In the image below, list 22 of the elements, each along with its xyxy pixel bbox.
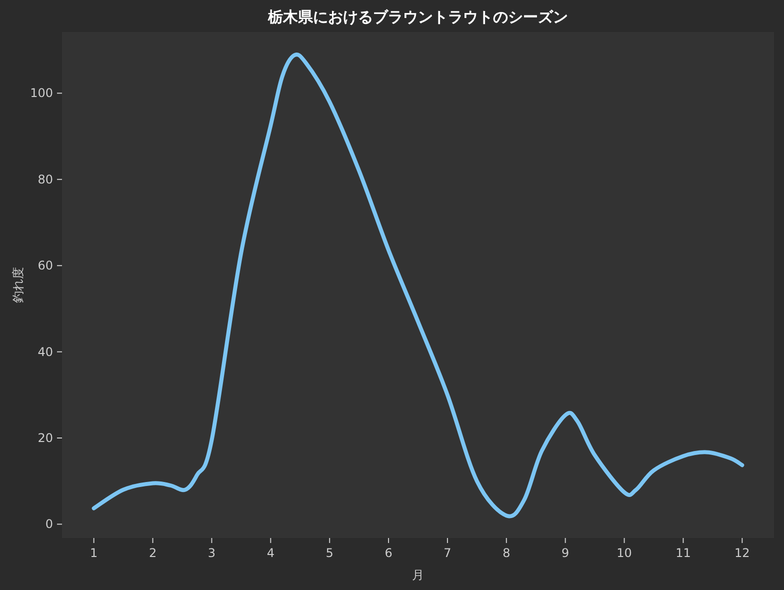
x-tick-label: 1 <box>90 546 98 560</box>
y-tick-label: 100 <box>30 86 53 100</box>
x-tick-label: 10 <box>616 546 632 560</box>
x-tick-label: 9 <box>562 546 570 560</box>
x-tick-label: 8 <box>502 546 510 560</box>
y-tick-label: 0 <box>45 517 53 532</box>
line-series <box>92 52 744 518</box>
y-tick-label: 60 <box>38 258 53 273</box>
y-tick-label: 20 <box>38 431 53 446</box>
x-tick-label: 4 <box>266 546 274 560</box>
x-tick-label: 7 <box>444 546 452 560</box>
x-tick-label: 6 <box>384 546 392 560</box>
x-tick-label: 11 <box>676 546 691 560</box>
x-tick-label: 12 <box>734 546 750 560</box>
y-tick-label: 40 <box>38 344 53 359</box>
y-axis-title: 釣れ度 <box>11 267 25 303</box>
x-axis-title: 月 <box>412 568 424 582</box>
x-tick-label: 2 <box>148 546 157 560</box>
chart-title: 栃木県におけるブラウントラウトのシーズン <box>267 8 568 26</box>
y-tick-label: 80 <box>38 172 53 186</box>
x-tick-label: 3 <box>208 546 216 560</box>
x-tick-label: 5 <box>326 546 334 560</box>
